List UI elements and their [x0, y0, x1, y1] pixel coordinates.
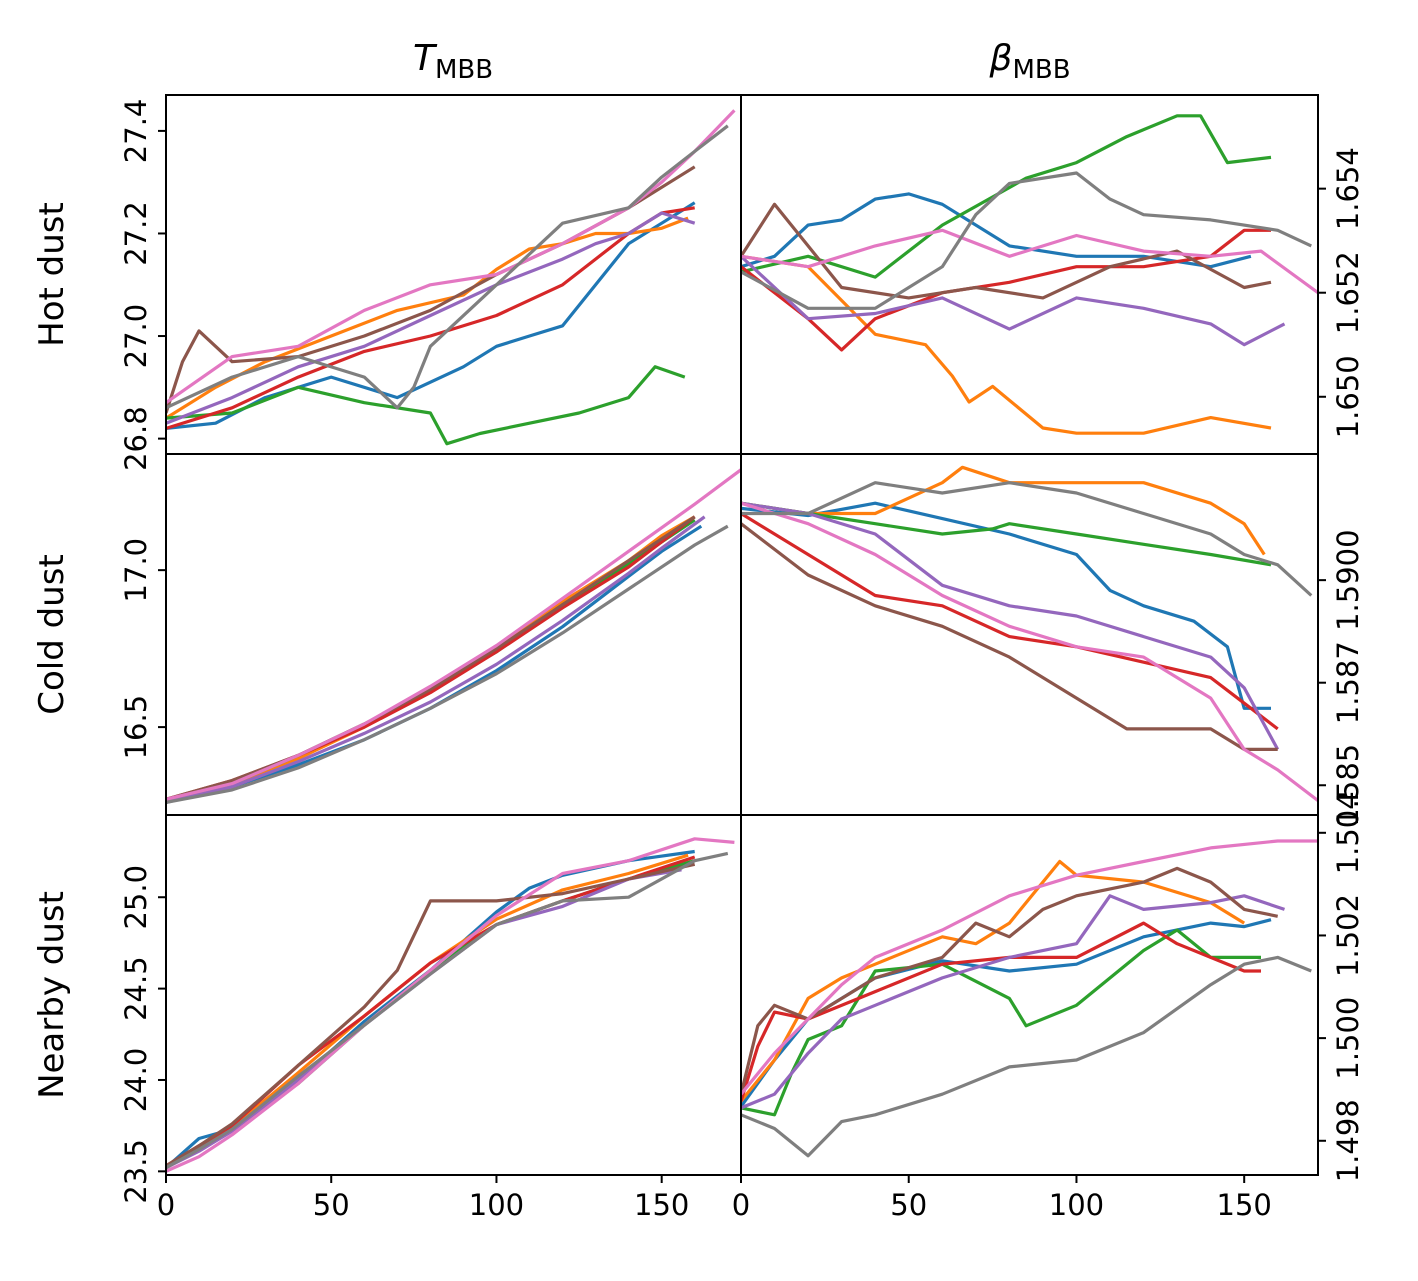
series-group	[741, 114, 1318, 435]
series-line-5	[741, 501, 1280, 751]
axes-frame	[740, 94, 1319, 455]
series-line-2	[741, 465, 1266, 556]
x-tick-label: 150	[634, 1188, 689, 1222]
y-tick-label: 16.5	[119, 695, 153, 760]
series-line-8	[741, 171, 1312, 310]
column-title-symbol: β	[988, 38, 1012, 79]
y-tick-label: 1.498	[1331, 1099, 1365, 1182]
series-group	[166, 468, 741, 804]
column-title-2: βMBB	[988, 38, 1070, 85]
series-line-4	[166, 206, 695, 430]
series-line-6	[166, 165, 696, 414]
x-tick-label: 0	[732, 1188, 750, 1222]
series-line-7	[741, 228, 1318, 294]
y-tick-label: 1.650	[1331, 355, 1365, 438]
series-line-3	[741, 501, 1272, 567]
series-line-8	[741, 955, 1312, 1158]
series-line-3	[166, 365, 686, 446]
x-tick-label: 50	[313, 1188, 350, 1222]
axes-frame	[165, 453, 742, 816]
y-tick-label: 1.502	[1331, 894, 1365, 977]
axes-frame	[740, 814, 1319, 1176]
y-tick-label: 27.0	[119, 304, 153, 369]
y-tick-label: 1.585	[1331, 744, 1365, 827]
series-line-7	[166, 468, 741, 801]
series-line-3	[741, 114, 1272, 279]
series-group	[741, 839, 1318, 1158]
y-tick-label: 24.5	[119, 956, 153, 1021]
series-line-1	[166, 201, 696, 430]
x-tick-label: 150	[1217, 1188, 1272, 1222]
series-line-5	[741, 255, 1286, 347]
series-line-7	[166, 837, 735, 1173]
series-line-7	[741, 839, 1318, 1096]
series-line-8	[166, 851, 729, 1170]
panel-hot-beta: 1.650 1.652 1.654	[740, 94, 1365, 455]
series-line-1	[741, 192, 1252, 269]
column-title-symbol: T	[413, 38, 438, 79]
y-tick-label: 27.4	[119, 99, 153, 164]
y-tick-label: 23.5	[119, 1139, 153, 1204]
series-group	[166, 837, 735, 1173]
series-line-7	[741, 501, 1318, 802]
y-tick-label: 1.587	[1331, 641, 1365, 724]
y-tick-label: 27.2	[119, 201, 153, 266]
series-line-2	[741, 859, 1246, 1103]
series-group	[741, 465, 1318, 802]
x-tick-label: 100	[1049, 1188, 1104, 1222]
column-title-subscript: MBB	[1012, 55, 1070, 85]
series-line-2	[741, 254, 1272, 435]
y-tick-label: 1.654	[1331, 147, 1365, 230]
x-tick-label: 50	[890, 1188, 927, 1222]
series-line-5	[741, 894, 1286, 1110]
panel-hot-T: 26.8 27.0 27.2 27.4	[119, 94, 742, 471]
panel-cold-beta: 1.585 1.587 1.5900	[740, 453, 1365, 827]
panel-near-beta: 1.498 1.500 1.502 1.504 0 50 100 150	[732, 791, 1365, 1222]
series-line-5	[166, 515, 706, 804]
x-tick-label: 100	[469, 1188, 524, 1222]
series-line-8	[166, 124, 729, 410]
row-label-3: Nearby dust	[32, 891, 72, 1099]
series-group	[166, 109, 736, 446]
x-tick-label: 0	[157, 1188, 175, 1222]
column-title-subscript: MBB	[435, 55, 493, 85]
series-line-6	[166, 862, 696, 1168]
column-title-1: TMBB	[413, 38, 493, 85]
y-tick-label: 1.504	[1331, 791, 1365, 874]
row-label-1: Hot dust	[32, 202, 72, 347]
y-tick-label: 1.652	[1331, 251, 1365, 334]
series-line-6	[741, 202, 1272, 300]
series-line-4	[741, 512, 1279, 731]
y-tick-label: 1.500	[1331, 997, 1365, 1080]
y-tick-label: 24.0	[119, 1048, 153, 1113]
series-line-8	[741, 481, 1313, 597]
panel-layer: 26.827.027.227.41.6501.6521.65416.517.01…	[119, 94, 1365, 1222]
series-line-6	[741, 522, 1278, 752]
series-line-8	[166, 524, 729, 804]
y-tick-label: 26.8	[119, 406, 153, 471]
series-line-4	[741, 228, 1271, 352]
panel-cold-T: 16.5 17.0	[119, 453, 742, 816]
axes-frame	[740, 453, 1319, 816]
series-line-1	[741, 501, 1271, 710]
y-tick-label: 17.0	[119, 538, 153, 603]
y-tick-label: 1.5900	[1331, 529, 1365, 630]
y-tick-label: 25.0	[119, 865, 153, 930]
series-line-6	[741, 866, 1279, 1095]
row-label-2: Cold dust	[32, 554, 72, 715]
panel-near-T: 23.5 24.0 24.5 25.0 0 50 100 150	[119, 814, 742, 1222]
